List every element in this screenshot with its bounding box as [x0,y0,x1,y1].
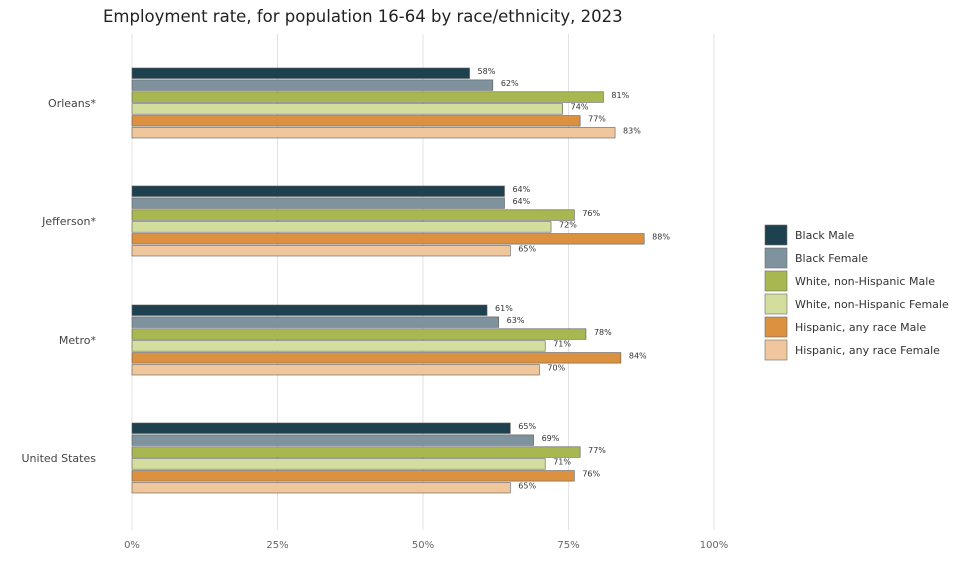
bar-metro-hispanic-any-race-male [131,352,622,364]
bar-united-states-hispanic-any-race-male [131,470,575,482]
bar-orleans-hispanic-any-race-male [131,115,581,127]
legend-swatch-hispanic-any-race-female [764,339,788,361]
category-label-metro: Metro* [59,334,97,347]
data-label-orleans-hispanic-any-race-male: 77% [588,115,606,124]
data-label-orleans-black-male: 58% [478,67,496,76]
data-label-orleans-hispanic-any-race-female: 83% [623,127,641,136]
bar-united-states-white-non-hispanic-male [131,446,581,458]
data-label-jefferson-hispanic-any-race-female: 65% [518,245,536,254]
data-label-metro-hispanic-any-race-male: 84% [629,352,647,361]
data-label-orleans-white-non-hispanic-female: 74% [571,103,589,112]
bar-jefferson-hispanic-any-race-male [131,233,645,245]
data-label-metro-white-non-hispanic-female: 71% [553,340,571,349]
legend-swatch-white-non-hispanic-male [764,270,788,292]
x-tick-label-100: 100% [700,540,729,551]
chart-title: Employment rate, for population 16-64 by… [103,7,623,26]
data-label-united-states-white-non-hispanic-female: 71% [553,458,571,467]
data-label-united-states-black-female: 69% [542,434,560,443]
bar-jefferson-white-non-hispanic-male [131,209,575,221]
bar-orleans-white-non-hispanic-male [131,91,604,103]
category-label-united-states: United States [22,452,97,465]
bar-jefferson-hispanic-any-race-female [131,245,511,257]
bar-metro-white-non-hispanic-female [131,340,546,352]
bar-united-states-white-non-hispanic-female [131,458,546,470]
bar-metro-white-non-hispanic-male [131,328,587,340]
data-label-jefferson-black-male: 64% [512,185,530,194]
data-label-jefferson-hispanic-any-race-male: 88% [652,233,670,242]
data-label-united-states-hispanic-any-race-male: 76% [582,470,600,479]
legend-swatch-black-female [764,247,788,269]
x-tick-label-0: 0% [124,540,140,551]
legend-swatch-black-male [764,224,788,246]
category-labels: Orleans* Jefferson* Metro* United States [22,97,97,465]
data-label-metro-hispanic-any-race-female: 70% [547,364,565,373]
x-tick-label-75: 75% [557,540,579,551]
bar-united-states-black-male [131,422,511,434]
bar-jefferson-black-male [131,185,505,197]
x-tick-label-50: 50% [412,540,434,551]
bar-jefferson-white-non-hispanic-female [131,221,552,233]
legend-label-white-non-hispanic-male: White, non-Hispanic Male [795,275,935,288]
data-label-metro-black-male: 61% [495,304,513,313]
bars [131,67,645,494]
bar-orleans-black-male [131,67,470,79]
data-label-jefferson-black-female: 64% [512,197,530,206]
bar-united-states-hispanic-any-race-female [131,482,511,494]
data-label-metro-white-non-hispanic-male: 78% [594,328,612,337]
bar-orleans-hispanic-any-race-female [131,127,616,139]
data-label-metro-black-female: 63% [507,316,525,325]
legend-swatch-white-non-hispanic-female [764,293,788,315]
bar-metro-black-male [131,304,488,316]
data-label-orleans-white-non-hispanic-male: 81% [611,91,629,100]
legend-swatch-hispanic-any-race-male [764,316,788,338]
bar-orleans-black-female [131,79,494,91]
bar-orleans-white-non-hispanic-female [131,103,563,115]
legend-label-black-male: Black Male [795,229,855,242]
legend-label-hispanic-any-race-female: Hispanic, any race Female [795,344,940,357]
bar-jefferson-black-female [131,197,505,209]
legend: Black Male Black Female White, non-Hispani… [764,224,949,361]
category-label-jefferson: Jefferson* [41,215,96,228]
data-label-jefferson-white-non-hispanic-male: 76% [582,209,600,218]
data-label-united-states-hispanic-any-race-female: 65% [518,482,536,491]
data-label-united-states-black-male: 65% [518,422,536,431]
data-label-united-states-white-non-hispanic-male: 77% [588,446,606,455]
legend-label-hispanic-any-race-male: Hispanic, any race Male [795,321,926,334]
data-label-jefferson-white-non-hispanic-female: 72% [559,221,577,230]
bar-united-states-black-female [131,434,534,446]
bar-metro-black-female [131,316,499,328]
legend-label-black-female: Black Female [795,252,868,265]
category-label-orleans: Orleans* [48,97,96,110]
data-label-orleans-black-female: 62% [501,79,519,88]
data-labels: 58% 62% 81% 74% 77% 83% 64% 64% 76% 72% 88% 65% 61% 6… [478,67,671,491]
x-tick-label-25: 25% [266,540,288,551]
bar-metro-hispanic-any-race-female [131,364,540,376]
x-axis-tick-labels: 0% 25% 50% 75% 100% [124,540,728,551]
legend-label-white-non-hispanic-female: White, non-Hispanic Female [795,298,949,311]
